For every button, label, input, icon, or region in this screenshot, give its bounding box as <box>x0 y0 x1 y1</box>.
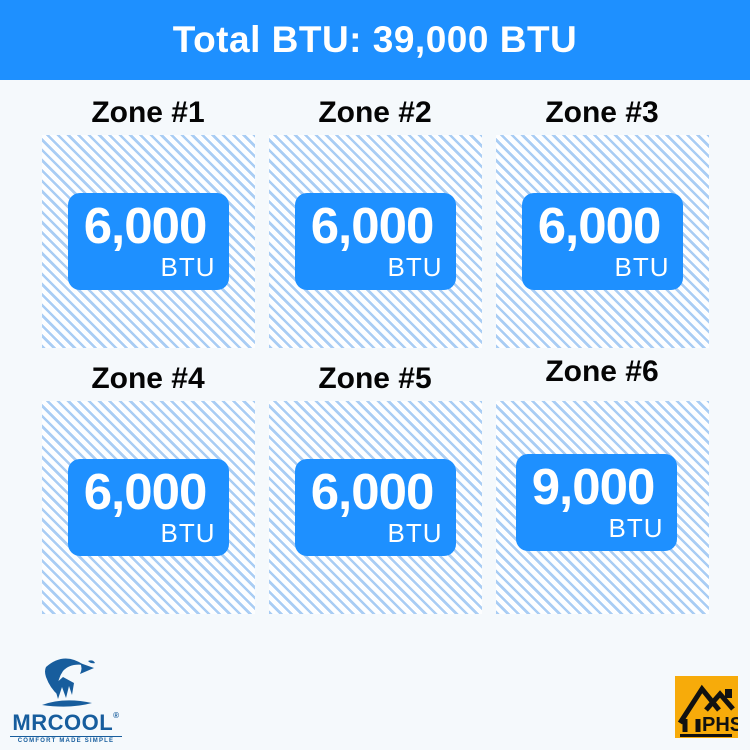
btu-card: 6,000 BTU <box>521 193 683 290</box>
mrcool-tagline: COMFORT MADE SIMPLE <box>10 736 122 744</box>
zone-title: Zone #6 <box>545 355 659 388</box>
zone-hatch-panel: 6,000 BTU <box>268 401 482 614</box>
btu-card: 6,000 BTU <box>294 193 456 290</box>
btu-card: 6,000 BTU <box>67 459 229 556</box>
zone-hatch-panel: 6,000 BTU <box>495 135 709 348</box>
zone-1: Zone #1 6,000 BTU <box>41 94 255 348</box>
btu-value: 6,000 <box>310 463 435 520</box>
registered-mark: ® <box>113 711 120 720</box>
btu-unit: BTU <box>387 252 443 282</box>
house-icon: PHS <box>677 684 738 737</box>
mrcool-logo: MRCOOL® COMFORT MADE SIMPLE <box>10 655 122 744</box>
zone-hatch-panel: 9,000 BTU <box>495 401 709 614</box>
zone-3: Zone #3 6,000 BTU <box>495 94 709 348</box>
btu-value: 6,000 <box>83 463 208 520</box>
btu-value: 6,000 <box>310 197 435 254</box>
zone-2: Zone #2 6,000 BTU <box>268 94 482 348</box>
header-banner: Total BTU: 39,000 BTU <box>0 0 750 80</box>
btu-unit: BTU <box>614 252 670 282</box>
zone-6: Zone #6 9,000 BTU <box>495 355 709 614</box>
mrcool-wordmark: MRCOOL® <box>12 710 120 735</box>
zones-row-2: Zone #4 6,000 BTU Zone #5 6,000 BTU Zone… <box>41 355 709 614</box>
btu-unit: BTU <box>160 252 216 282</box>
zone-hatch-panel: 6,000 BTU <box>268 135 482 348</box>
btu-card: 6,000 BTU <box>67 193 229 290</box>
zone-title: Zone #4 <box>91 362 205 395</box>
phs-logo: PHS <box>675 676 738 738</box>
zones-row-1: Zone #1 6,000 BTU Zone #2 6,000 BTU Zone… <box>41 94 709 348</box>
btu-value: 6,000 <box>537 197 662 254</box>
zone-title: Zone #5 <box>318 362 432 395</box>
btu-unit: BTU <box>387 518 443 548</box>
btu-value: 6,000 <box>83 197 208 254</box>
zone-title: Zone #2 <box>318 96 432 129</box>
zone-5: Zone #5 6,000 BTU <box>268 360 482 614</box>
zone-title: Zone #1 <box>91 96 205 129</box>
zone-hatch-panel: 6,000 BTU <box>41 135 255 348</box>
btu-card: 9,000 BTU <box>515 454 677 551</box>
phs-underline <box>680 734 732 737</box>
btu-value: 9,000 <box>531 458 656 515</box>
zone-title: Zone #3 <box>545 96 659 129</box>
btu-card: 6,000 BTU <box>294 459 456 556</box>
zone-hatch-panel: 6,000 BTU <box>41 401 255 614</box>
penguin-icon <box>42 658 95 707</box>
zone-4: Zone #4 6,000 BTU <box>41 360 255 614</box>
btu-unit: BTU <box>608 513 664 543</box>
btu-unit: BTU <box>160 518 216 548</box>
phs-label: PHS <box>702 714 738 736</box>
page-title: Total BTU: 39,000 BTU <box>172 19 578 60</box>
